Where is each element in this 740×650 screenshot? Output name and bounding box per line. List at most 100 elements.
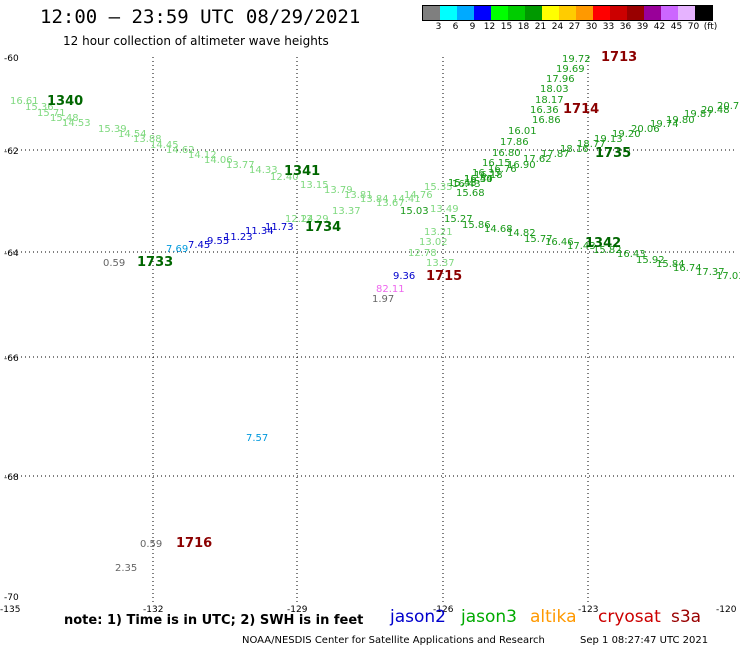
swh-value: 2.35 — [115, 563, 137, 574]
swh-value: 13.15 — [300, 180, 329, 191]
lat-lon-grid — [5, 57, 735, 603]
color-scale-label: 6 — [452, 22, 459, 32]
color-scale-label: 18 — [517, 22, 530, 32]
swh-value: 16.36 — [530, 105, 559, 116]
latitude-label: -66 — [4, 354, 19, 364]
swh-value: 13.84 — [360, 194, 389, 205]
swh-value: 14.68 — [484, 224, 513, 235]
longitude-label: -129 — [287, 605, 308, 615]
swh-value: 12.40 — [270, 172, 299, 183]
pass-label-1714: 1714 — [563, 102, 599, 117]
swh-value: 1.97 — [372, 294, 394, 305]
longitude-label: -135 — [0, 605, 20, 615]
swh-value: 13.77 — [226, 160, 255, 171]
swh-value: 15.48 — [50, 113, 79, 124]
swh-value: 19.87 — [684, 109, 713, 120]
pass-label-1341: 1341 — [284, 164, 320, 179]
color-swatch — [576, 6, 593, 20]
swh-value: 12.29 — [300, 214, 329, 225]
swh-value: 15.53 — [464, 174, 493, 185]
swh-value: 16.86 — [532, 115, 561, 126]
longitude-label: -123 — [578, 605, 598, 615]
swh-value: 15.36 — [25, 102, 54, 113]
color-swatch — [440, 6, 457, 20]
pass-label-1715: 1715 — [426, 269, 462, 284]
swh-value: 20.72 — [717, 101, 740, 112]
swh-value: 9.55 — [207, 236, 229, 247]
swh-value: 7.57 — [246, 433, 268, 444]
swh-value: 18.03 — [540, 84, 569, 95]
swh-value: 12.78 — [408, 248, 437, 259]
swh-value: 19.72 — [562, 54, 591, 65]
swh-value: 19.80 — [666, 115, 695, 126]
swh-value: 14.82 — [507, 228, 536, 239]
color-scale-label: 33 — [602, 22, 615, 32]
color-scale-labels: 3 6 9 12 15 18 21 24 27 30 33 36 39 42 45 70 (ft) — [422, 22, 740, 34]
swh-value: 12.24 — [285, 214, 314, 225]
pass-label-1340: 1340 — [47, 94, 83, 109]
swh-value: 16.44 — [464, 174, 493, 185]
swh-value: 13.81 — [344, 190, 373, 201]
color-swatch — [678, 6, 695, 20]
swh-value: 17.03 — [716, 271, 740, 282]
color-scale-label: 30 — [585, 22, 598, 32]
color-swatch — [559, 6, 576, 20]
swh-value: 7.69 — [166, 244, 188, 255]
swh-value: 15.68 — [456, 188, 485, 199]
swh-value: 19.74 — [650, 119, 679, 130]
swh-value: 7.45 — [188, 240, 210, 251]
color-swatch — [644, 6, 661, 20]
swh-value: 14.06 — [204, 155, 233, 166]
pass-label-1733: 1733 — [137, 255, 173, 270]
latitude-label: -68 — [4, 473, 19, 483]
swh-value: 16.46 — [545, 237, 574, 248]
color-scale-label: 15 — [500, 22, 513, 32]
color-scale-label: 12 — [483, 22, 496, 32]
swh-value: 14.45 — [150, 140, 179, 151]
footer-note: note: 1) Time is in UTC; 2) SWH is in fe… — [64, 613, 364, 628]
swh-value: 17.96 — [546, 74, 575, 85]
swh-value: 0.59 — [103, 258, 125, 269]
swh-value: 13.67 — [376, 198, 405, 209]
color-scale-bar — [422, 5, 713, 21]
swh-value: 17.87 — [541, 149, 570, 160]
pass-label-1734: 1734 — [305, 220, 341, 235]
pass-label-1735: 1735 — [595, 146, 631, 161]
swh-value: 14.12 — [188, 150, 217, 161]
swh-value: 17.37 — [696, 267, 725, 278]
swh-value: 15.77 — [524, 234, 553, 245]
swh-value: 17.86 — [500, 137, 529, 148]
swh-value: 15.03 — [400, 206, 429, 217]
latitude-label: -60 — [4, 54, 19, 64]
color-scale-label: 70 — [687, 22, 700, 32]
swh-value: 16.80 — [492, 148, 521, 159]
swh-value: 16.43 — [617, 249, 646, 260]
swh-value: 15.84 — [656, 259, 685, 270]
swh-value: 16.90 — [507, 160, 536, 171]
swh-value: 15.86 — [462, 220, 491, 231]
swh-value: 16.61 — [10, 96, 39, 107]
color-scale-label: 39 — [636, 22, 649, 32]
swh-value: 82.11 — [376, 284, 405, 295]
swh-value: 14.41 — [392, 194, 421, 205]
pass-label-1342: 1342 — [585, 236, 621, 251]
swh-value: 13.37 — [332, 206, 361, 217]
pass-label-1713: 1713 — [601, 50, 637, 65]
credit-text: NOAA/NESDIS Center for Satellite Applica… — [242, 635, 545, 646]
color-swatch — [491, 6, 508, 20]
swh-value: 13.21 — [424, 227, 453, 238]
color-scale-label: (ft) — [703, 22, 718, 32]
generated-timestamp: Sep 1 08:27:47 UTC 2021 — [580, 635, 709, 646]
swh-value: 15.35 — [424, 182, 453, 193]
swh-value: 19.13 — [594, 134, 623, 145]
swh-value: 14.33 — [249, 165, 278, 176]
color-swatch — [695, 6, 712, 20]
swh-value: 19.69 — [556, 64, 585, 75]
legend-altika: altika — [530, 607, 577, 627]
swh-value: 19.20 — [612, 129, 641, 140]
color-swatch — [661, 6, 678, 20]
color-swatch — [423, 6, 440, 20]
swh-value: 16.35 — [472, 168, 501, 179]
